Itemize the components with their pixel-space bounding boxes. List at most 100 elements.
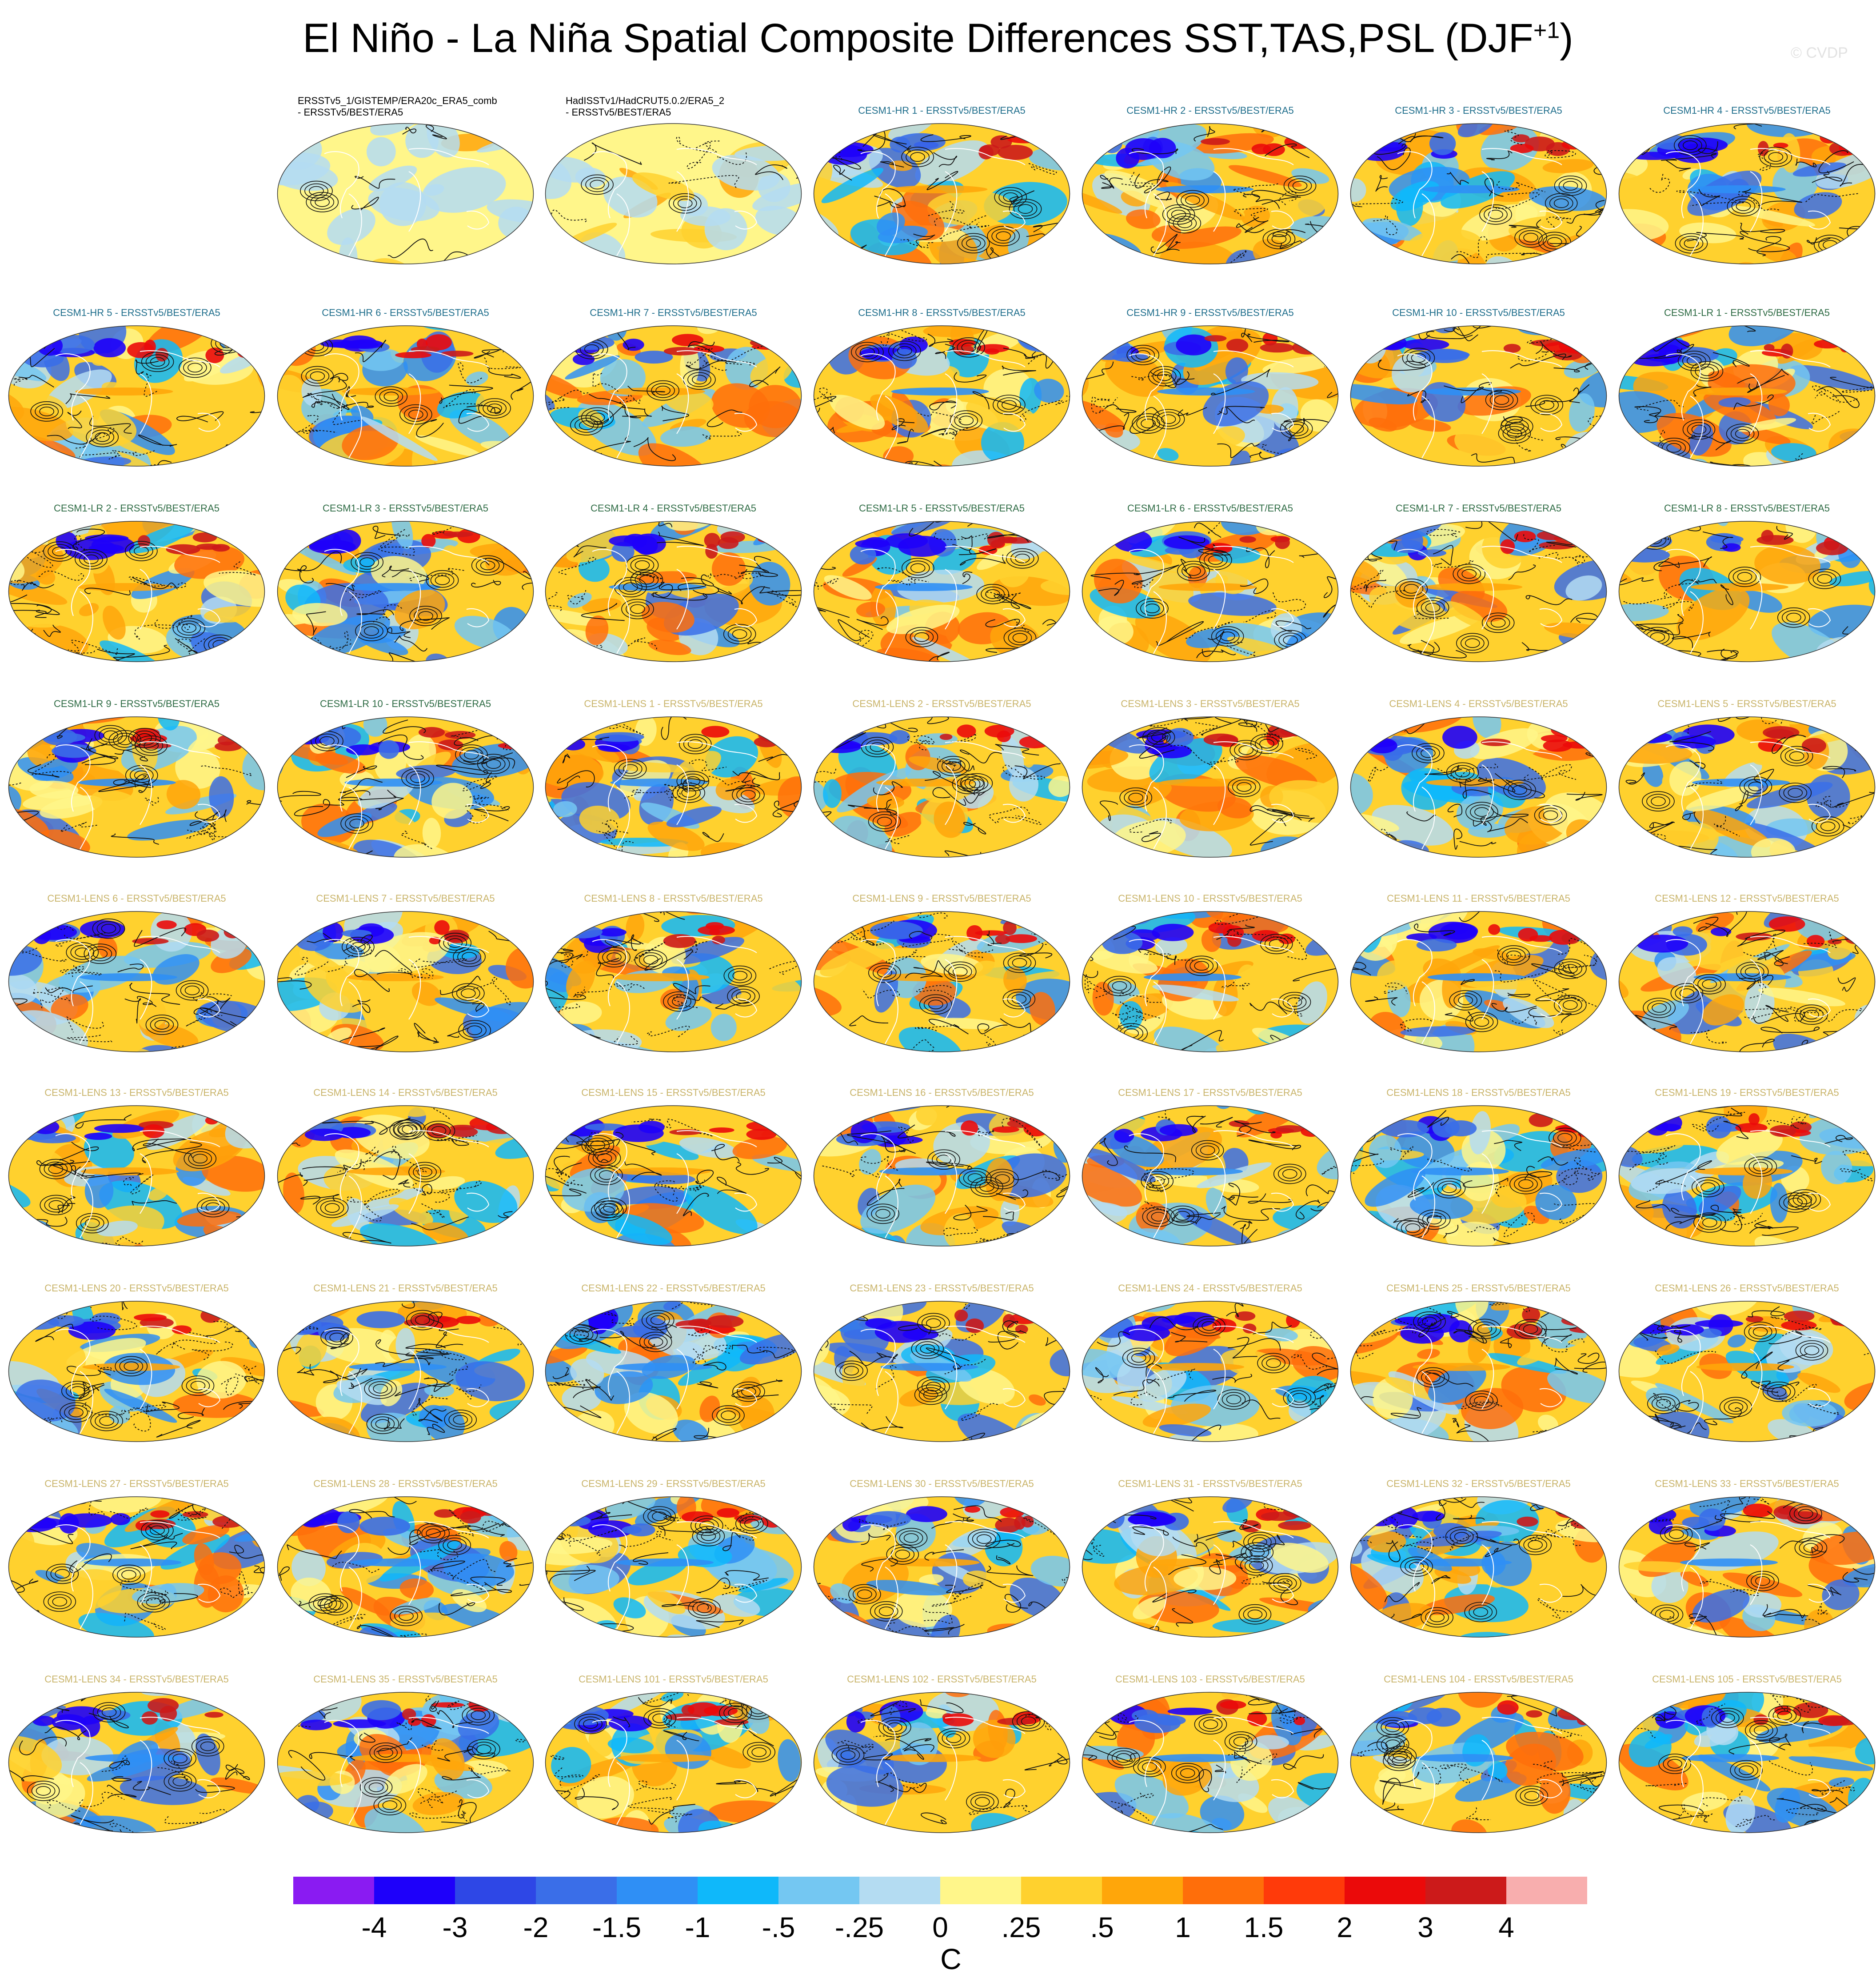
map-field bbox=[545, 1301, 802, 1442]
global-map bbox=[1082, 325, 1339, 467]
model-panel: CESM1-HR 7 - ERSSTv5/BEST/ERA5 bbox=[543, 304, 803, 472]
model-panel: CESM1-LENS 4 - ERSSTv5/BEST/ERA5 bbox=[1349, 695, 1609, 863]
global-map bbox=[1082, 1692, 1339, 1833]
map-field bbox=[1082, 1301, 1338, 1442]
panel-label: CESM1-LENS 18 - ERSSTv5/BEST/ERA5 bbox=[1386, 1087, 1571, 1098]
panel-label: CESM1-LENS 21 - ERSSTv5/BEST/ERA5 bbox=[313, 1283, 498, 1294]
panel-label: CESM1-LENS 23 - ERSSTv5/BEST/ERA5 bbox=[850, 1283, 1034, 1294]
model-panel: CESM1-HR 3 - ERSSTv5/BEST/ERA5 bbox=[1349, 101, 1609, 270]
global-map bbox=[277, 325, 534, 467]
colorbar-tick-label: .25 bbox=[1001, 1911, 1041, 1943]
panel-label: CESM1-HR 7 - ERSSTv5/BEST/ERA5 bbox=[590, 307, 757, 318]
map-field bbox=[814, 1692, 1070, 1833]
global-map bbox=[8, 1301, 265, 1442]
model-panel: CESM1-LENS 27 - ERSSTv5/BEST/ERA5 bbox=[7, 1475, 267, 1643]
global-map bbox=[277, 123, 534, 264]
model-panel: CESM1-LENS 9 - ERSSTv5/BEST/ERA5 bbox=[812, 889, 1072, 1058]
map-field bbox=[8, 1106, 265, 1246]
panel-label: CESM1-LENS 25 - ERSSTv5/BEST/ERA5 bbox=[1386, 1283, 1571, 1294]
global-map bbox=[1350, 1692, 1607, 1833]
map-field bbox=[8, 1692, 265, 1833]
model-panel: CESM1-HR 10 - ERSSTv5/BEST/ERA5 bbox=[1349, 304, 1609, 472]
map-field bbox=[814, 911, 1070, 1052]
map-field bbox=[8, 1497, 265, 1637]
panel-label: CESM1-LENS 32 - ERSSTv5/BEST/ERA5 bbox=[1386, 1478, 1571, 1489]
map-field bbox=[814, 326, 1070, 466]
global-map bbox=[1082, 1105, 1339, 1247]
colorbar-swatch bbox=[1264, 1877, 1345, 1904]
model-panel: CESM1-LENS 34 - ERSSTv5/BEST/ERA5 bbox=[7, 1670, 267, 1839]
map-field bbox=[1350, 1692, 1607, 1833]
model-panel: CESM1-LENS 2 - ERSSTv5/BEST/ERA5 bbox=[812, 695, 1072, 863]
global-map bbox=[545, 1692, 802, 1833]
panel-label: CESM1-LENS 105 - ERSSTv5/BEST/ERA5 bbox=[1652, 1674, 1842, 1685]
colorbar-tick-label: 2 bbox=[1337, 1911, 1353, 1943]
map-field bbox=[814, 1106, 1070, 1246]
model-panel: CESM1-LENS 33 - ERSSTv5/BEST/ERA5 bbox=[1617, 1475, 1876, 1643]
model-panel: CESM1-LENS 26 - ERSSTv5/BEST/ERA5 bbox=[1617, 1279, 1876, 1448]
map-field bbox=[1082, 911, 1338, 1052]
global-map bbox=[545, 911, 802, 1052]
panel-label: CESM1-LENS 22 - ERSSTv5/BEST/ERA5 bbox=[581, 1283, 766, 1294]
global-map bbox=[1082, 521, 1339, 662]
colorbar-tick-label: 4 bbox=[1498, 1911, 1514, 1943]
panel-label: CESM1-LENS 4 - ERSSTv5/BEST/ERA5 bbox=[1389, 698, 1568, 709]
panel-label: CESM1-HR 4 - ERSSTv5/BEST/ERA5 bbox=[1663, 105, 1831, 116]
panel-label: CESM1-LENS 20 - ERSSTv5/BEST/ERA5 bbox=[44, 1283, 229, 1294]
model-panel: CESM1-LENS 11 - ERSSTv5/BEST/ERA5 bbox=[1349, 889, 1609, 1058]
model-panel: CESM1-LENS 104 - ERSSTv5/BEST/ERA5 bbox=[1349, 1670, 1609, 1839]
global-map bbox=[1082, 123, 1339, 264]
map-field bbox=[277, 911, 534, 1052]
map-field bbox=[1350, 326, 1607, 466]
model-panel: CESM1-LENS 13 - ERSSTv5/BEST/ERA5 bbox=[7, 1083, 267, 1252]
panel-label: CESM1-LENS 8 - ERSSTv5/BEST/ERA5 bbox=[584, 893, 763, 904]
panel-label: CESM1-LENS 31 - ERSSTv5/BEST/ERA5 bbox=[1118, 1478, 1302, 1489]
colorbar-swatch bbox=[617, 1877, 698, 1904]
panel-label: HadISSTv1/HadCRUT5.0.2/ERA5_2 - ERSSTv5/… bbox=[566, 95, 725, 118]
global-map bbox=[545, 1496, 802, 1638]
global-map bbox=[277, 1301, 534, 1442]
colorbar-tick-label: -1 bbox=[685, 1911, 710, 1943]
model-panel: CESM1-LR 2 - ERSSTv5/BEST/ERA5 bbox=[7, 499, 267, 668]
map-field bbox=[277, 717, 534, 857]
model-panel: CESM1-LENS 28 - ERSSTv5/BEST/ERA5 bbox=[275, 1475, 535, 1643]
map-field bbox=[1082, 326, 1338, 466]
global-map bbox=[1350, 911, 1607, 1052]
model-panel: CESM1-LENS 7 - ERSSTv5/BEST/ERA5 bbox=[275, 889, 535, 1058]
colorbar-tick-label: -4 bbox=[361, 1911, 387, 1943]
global-map bbox=[1350, 521, 1607, 662]
global-map bbox=[1082, 1301, 1339, 1442]
map-field bbox=[814, 124, 1070, 264]
colorbar-swatch bbox=[1345, 1877, 1425, 1904]
panel-label: CESM1-HR 2 - ERSSTv5/BEST/ERA5 bbox=[1126, 105, 1294, 116]
map-field bbox=[277, 1692, 534, 1833]
map-field bbox=[814, 521, 1070, 662]
global-map bbox=[277, 716, 534, 858]
panel-label: CESM1-LR 7 - ERSSTv5/BEST/ERA5 bbox=[1396, 503, 1561, 514]
panel-label: CESM1-LENS 13 - ERSSTv5/BEST/ERA5 bbox=[44, 1087, 229, 1098]
global-map bbox=[813, 521, 1070, 662]
panel-label: CESM1-LENS 33 - ERSSTv5/BEST/ERA5 bbox=[1655, 1478, 1839, 1489]
model-panel: CESM1-LENS 21 - ERSSTv5/BEST/ERA5 bbox=[275, 1279, 535, 1448]
panel-label: CESM1-LENS 5 - ERSSTv5/BEST/ERA5 bbox=[1657, 698, 1836, 709]
colorbar-swatch bbox=[1021, 1877, 1102, 1904]
model-panel: CESM1-LENS 14 - ERSSTv5/BEST/ERA5 bbox=[275, 1083, 535, 1252]
model-panel: CESM1-LENS 19 - ERSSTv5/BEST/ERA5 bbox=[1617, 1083, 1876, 1252]
model-panel: CESM1-LENS 1 - ERSSTv5/BEST/ERA5 bbox=[543, 695, 803, 863]
global-map bbox=[8, 1105, 265, 1247]
panel-label: CESM1-LR 1 - ERSSTv5/BEST/ERA5 bbox=[1664, 307, 1830, 318]
global-map bbox=[277, 1692, 534, 1833]
model-panel: CESM1-HR 8 - ERSSTv5/BEST/ERA5 bbox=[812, 304, 1072, 472]
colorbar-tick-label: 3 bbox=[1417, 1911, 1433, 1943]
model-panel: CESM1-LENS 25 - ERSSTv5/BEST/ERA5 bbox=[1349, 1279, 1609, 1448]
global-map bbox=[1082, 911, 1339, 1052]
model-panel: CESM1-HR 6 - ERSSTv5/BEST/ERA5 bbox=[275, 304, 535, 472]
panel-label: CESM1-LENS 6 - ERSSTv5/BEST/ERA5 bbox=[47, 893, 226, 904]
colorbar-tick-label: -3 bbox=[442, 1911, 468, 1943]
model-panel: CESM1-LENS 30 - ERSSTv5/BEST/ERA5 bbox=[812, 1475, 1072, 1643]
colorbar-unit: C bbox=[940, 1942, 962, 1975]
model-panel: CESM1-LENS 3 - ERSSTv5/BEST/ERA5 bbox=[1080, 695, 1340, 863]
panel-label: CESM1-LR 10 - ERSSTv5/BEST/ERA5 bbox=[319, 698, 491, 709]
panel-label: CESM1-LENS 35 - ERSSTv5/BEST/ERA5 bbox=[313, 1674, 498, 1685]
colorbar-swatch bbox=[1102, 1877, 1183, 1904]
